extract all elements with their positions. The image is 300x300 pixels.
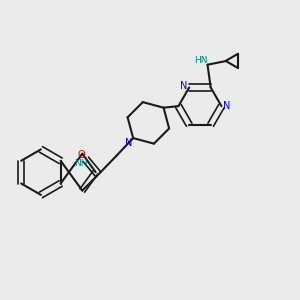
Text: NH: NH — [74, 159, 87, 168]
Text: N: N — [223, 101, 230, 111]
Text: O: O — [77, 151, 85, 160]
Text: HN: HN — [194, 56, 207, 65]
Text: N: N — [125, 138, 133, 148]
Text: N: N — [180, 81, 188, 91]
